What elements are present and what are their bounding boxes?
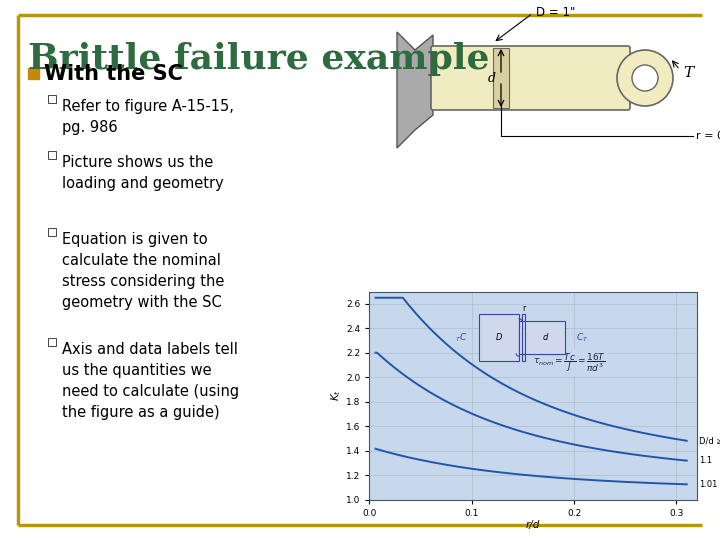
Bar — [48, 95, 56, 103]
X-axis label: r/d: r/d — [526, 521, 540, 530]
Bar — [48, 338, 56, 346]
Circle shape — [617, 50, 673, 106]
Text: D: D — [495, 333, 503, 342]
Text: D = 1": D = 1" — [536, 5, 575, 18]
Text: r: r — [522, 303, 525, 313]
Polygon shape — [519, 314, 525, 361]
Bar — [525, 321, 565, 354]
Text: Axis and data labels tell
us the quantities we
need to calculate (using
the figu: Axis and data labels tell us the quantit… — [62, 342, 239, 420]
Text: $\tau_{nom} = \dfrac{Tc}{J} = \dfrac{16T}{\pi d^3}$: $\tau_{nom} = \dfrac{Tc}{J} = \dfrac{16T… — [533, 351, 606, 374]
Polygon shape — [397, 32, 433, 148]
Circle shape — [632, 65, 658, 91]
Y-axis label: $K_t$: $K_t$ — [329, 390, 343, 401]
Text: T: T — [683, 66, 693, 80]
Bar — [493, 48, 509, 108]
Text: $_TC$: $_TC$ — [455, 331, 468, 344]
Bar — [48, 228, 56, 236]
Text: D/d ≥ 2: D/d ≥ 2 — [699, 436, 720, 446]
Text: Refer to figure A-15-15,
pg. 986: Refer to figure A-15-15, pg. 986 — [62, 99, 234, 135]
Bar — [48, 151, 56, 159]
Text: Equation is given to
calculate the nominal
stress considering the
geometry with : Equation is given to calculate the nomin… — [62, 232, 225, 310]
FancyBboxPatch shape — [431, 46, 630, 110]
Text: Picture shows us the
loading and geometry: Picture shows us the loading and geometr… — [62, 155, 224, 191]
Text: d: d — [488, 71, 496, 84]
Bar — [479, 314, 519, 361]
Text: With the SC: With the SC — [44, 64, 183, 84]
Text: Brittle failure example: Brittle failure example — [28, 42, 490, 76]
Bar — [28, 68, 39, 79]
Text: 1.01: 1.01 — [699, 480, 717, 489]
Text: r = 0.025": r = 0.025" — [696, 131, 720, 141]
Text: 1.1: 1.1 — [699, 456, 712, 465]
Text: d: d — [542, 333, 548, 342]
Text: $C_T$: $C_T$ — [576, 331, 589, 344]
